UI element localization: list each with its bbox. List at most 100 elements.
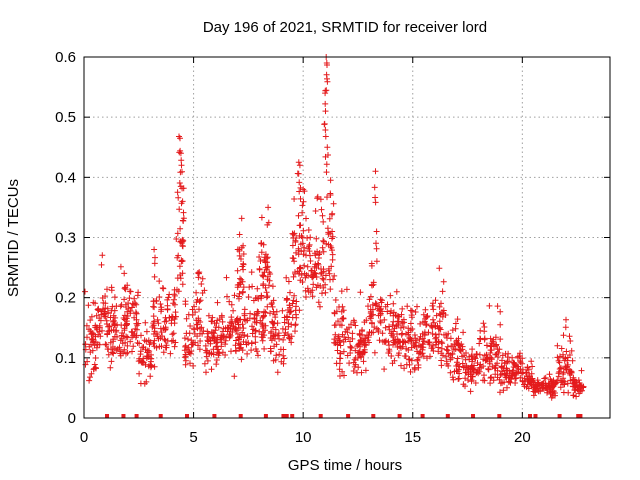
data-point: [438, 300, 444, 307]
data-point: [314, 260, 321, 267]
data-point: [546, 371, 553, 378]
data-point: [178, 257, 185, 264]
data-point: [563, 366, 570, 373]
data-point: [504, 384, 510, 391]
data-point: [113, 303, 120, 310]
data-point: [558, 345, 565, 352]
data-point: [439, 340, 446, 347]
zero-flag: [158, 414, 163, 418]
data-point: [314, 195, 321, 202]
data-point: [568, 347, 575, 354]
data-point: [372, 300, 379, 307]
data-point: [401, 365, 408, 372]
data-point: [449, 350, 456, 357]
data-point: [329, 256, 336, 263]
data-point: [497, 321, 504, 328]
data-point: [570, 374, 577, 381]
data-point: [347, 343, 354, 350]
data-point: [488, 374, 495, 381]
data-point: [524, 364, 531, 371]
x-tick-label: 10: [295, 429, 312, 446]
data-point: [322, 272, 329, 279]
data-point: [460, 329, 467, 336]
data-point: [137, 351, 144, 358]
data-point: [314, 248, 321, 255]
data-point: [350, 368, 357, 374]
data-point: [440, 278, 447, 285]
data-point: [299, 240, 306, 247]
data-point: [161, 336, 168, 343]
data-point: [356, 330, 363, 337]
data-point: [176, 180, 183, 186]
data-point: [373, 245, 380, 252]
data-point: [106, 323, 113, 329]
data-point: [320, 237, 327, 244]
data-point: [87, 317, 94, 324]
data-point: [543, 384, 550, 391]
data-point: [156, 278, 163, 285]
data-point: [476, 351, 483, 358]
data-point: [157, 301, 164, 307]
data-point: [505, 350, 512, 357]
data-point: [266, 282, 272, 289]
data-point: [281, 332, 288, 339]
data-point: [264, 276, 271, 283]
data-point: [262, 259, 269, 266]
data-point: [239, 288, 246, 295]
data-point: [473, 351, 480, 357]
data-point: [151, 325, 158, 332]
data-point: [151, 363, 158, 370]
data-point: [299, 279, 306, 285]
data-point: [304, 285, 311, 292]
data-point: [238, 215, 245, 222]
data-point: [389, 332, 395, 339]
data-point: [252, 339, 259, 346]
data-point: [297, 184, 304, 191]
data-point: [396, 338, 402, 345]
zero-flag: [318, 414, 323, 418]
data-point: [419, 350, 426, 357]
data-point: [384, 308, 391, 315]
data-point: [291, 196, 298, 202]
data-point: [133, 326, 140, 333]
data-point: [560, 332, 567, 339]
data-point: [108, 307, 115, 314]
data-point: [244, 333, 251, 340]
data-point: [341, 372, 347, 379]
data-point: [488, 343, 495, 350]
data-point: [349, 335, 356, 342]
data-point: [232, 347, 239, 354]
data-point: [497, 389, 503, 396]
data-point: [295, 159, 302, 166]
data-point: [321, 238, 327, 245]
data-point: [110, 338, 117, 345]
data-point: [348, 344, 355, 351]
data-point: [487, 375, 494, 381]
data-point: [462, 364, 468, 371]
data-point: [510, 359, 517, 366]
data-point: [151, 337, 158, 344]
data-point: [193, 299, 200, 306]
data-point: [334, 347, 341, 354]
data-point: [205, 312, 212, 319]
data-point: [255, 352, 261, 359]
data-point: [454, 355, 461, 362]
data-point: [578, 367, 585, 374]
data-point: [123, 334, 130, 341]
x-tick-label: 20: [514, 429, 531, 446]
data-point: [230, 307, 237, 314]
data-point: [509, 369, 516, 376]
data-point: [357, 289, 364, 296]
data-point: [572, 387, 579, 394]
data-point: [430, 306, 437, 313]
data-point: [327, 177, 334, 184]
data-point: [329, 233, 336, 240]
data-point: [238, 256, 244, 262]
data-point: [346, 324, 352, 331]
data-point: [176, 263, 183, 270]
data-point: [492, 351, 499, 358]
data-point: [494, 360, 501, 367]
data-point: [367, 306, 374, 313]
data-point: [445, 362, 452, 369]
data-point: [169, 331, 176, 338]
